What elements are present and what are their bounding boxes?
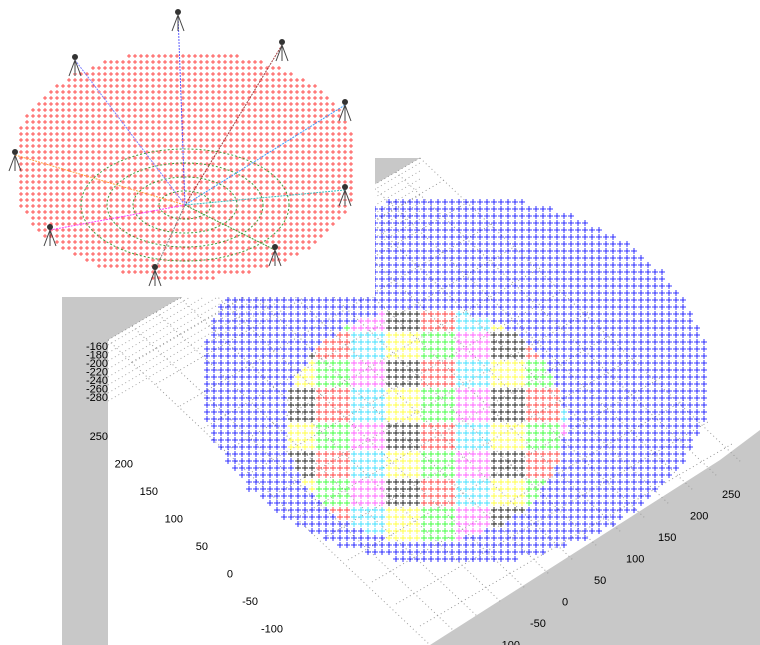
tripod <box>268 249 282 267</box>
sight-line <box>184 204 276 251</box>
x-tick-label: 0 <box>562 596 568 608</box>
x-tick-label: 200 <box>690 510 708 522</box>
inner-ring <box>132 176 238 234</box>
grid-line <box>107 210 421 394</box>
sight-line <box>184 104 346 206</box>
x-tick-label: 100 <box>626 553 644 565</box>
mesh-patch <box>288 311 525 527</box>
x-tick-label: -50 <box>530 618 546 630</box>
z-tick-label: -220 <box>86 366 108 378</box>
y-tick-label: 100 <box>165 513 183 525</box>
tick-labels: -160-180-200-220-240-260-280 250 200 150 100… <box>86 341 740 645</box>
sight-line <box>14 154 186 206</box>
inner-ring <box>80 148 290 262</box>
tripod <box>338 189 352 207</box>
grid-line <box>107 218 421 402</box>
instrument <box>175 9 181 15</box>
grid-line <box>179 223 493 407</box>
tripod <box>338 104 352 122</box>
x-tick-label: 150 <box>658 532 676 544</box>
instrument <box>72 54 78 60</box>
grid-line <box>419 443 733 627</box>
grid-line <box>275 311 589 495</box>
instrument <box>152 264 158 270</box>
instrument <box>12 149 18 155</box>
tripod <box>171 14 185 32</box>
tripod <box>43 229 57 247</box>
mesh-patch <box>316 311 560 520</box>
inner-ring <box>106 162 264 248</box>
z-tick-label: -160 <box>86 341 108 353</box>
z-tick-label: -260 <box>86 383 108 395</box>
x-tick-label: -100 <box>498 639 520 645</box>
y-tick-label: 50 <box>196 541 208 553</box>
tripod <box>275 44 289 62</box>
sight-line <box>184 189 346 206</box>
sight-line <box>74 59 186 206</box>
x-tick-label: 250 <box>722 489 740 501</box>
z-tick-label: -200 <box>86 358 108 370</box>
mesh-patch <box>351 311 567 541</box>
instrument <box>342 99 348 105</box>
tripod <box>148 269 162 287</box>
inset-mesh <box>8 9 353 287</box>
mesh-patch <box>351 311 567 534</box>
instrument <box>342 184 348 190</box>
tripod <box>8 154 22 172</box>
y-tick-label: 200 <box>115 458 133 470</box>
mesh-patch <box>288 325 525 541</box>
instrument <box>47 224 53 230</box>
mesh-patch <box>316 325 560 541</box>
sight-line <box>49 204 186 231</box>
x-tick-label: 50 <box>594 575 606 587</box>
z-tick-label: -280 <box>86 392 108 404</box>
y-tick-label: -50 <box>242 596 258 608</box>
grid-line <box>227 267 541 451</box>
sight-line <box>177 14 186 206</box>
sight-line <box>184 44 283 206</box>
inset-background <box>0 0 375 297</box>
instrument <box>272 244 278 250</box>
z-tick-label: -180 <box>86 349 108 361</box>
grid-line <box>395 421 709 605</box>
y-tick-label: -100 <box>261 623 283 635</box>
y-tick-label: 250 <box>90 431 108 443</box>
inner-ring <box>158 190 212 220</box>
grid-line <box>299 333 613 517</box>
y-tick-label: 150 <box>140 486 158 498</box>
grid-line <box>251 289 565 473</box>
tripod <box>68 59 82 77</box>
instrument <box>279 39 285 45</box>
z-tick-label: -240 <box>86 375 108 387</box>
y-tick-label: 0 <box>227 568 233 580</box>
grid-line <box>347 377 661 561</box>
